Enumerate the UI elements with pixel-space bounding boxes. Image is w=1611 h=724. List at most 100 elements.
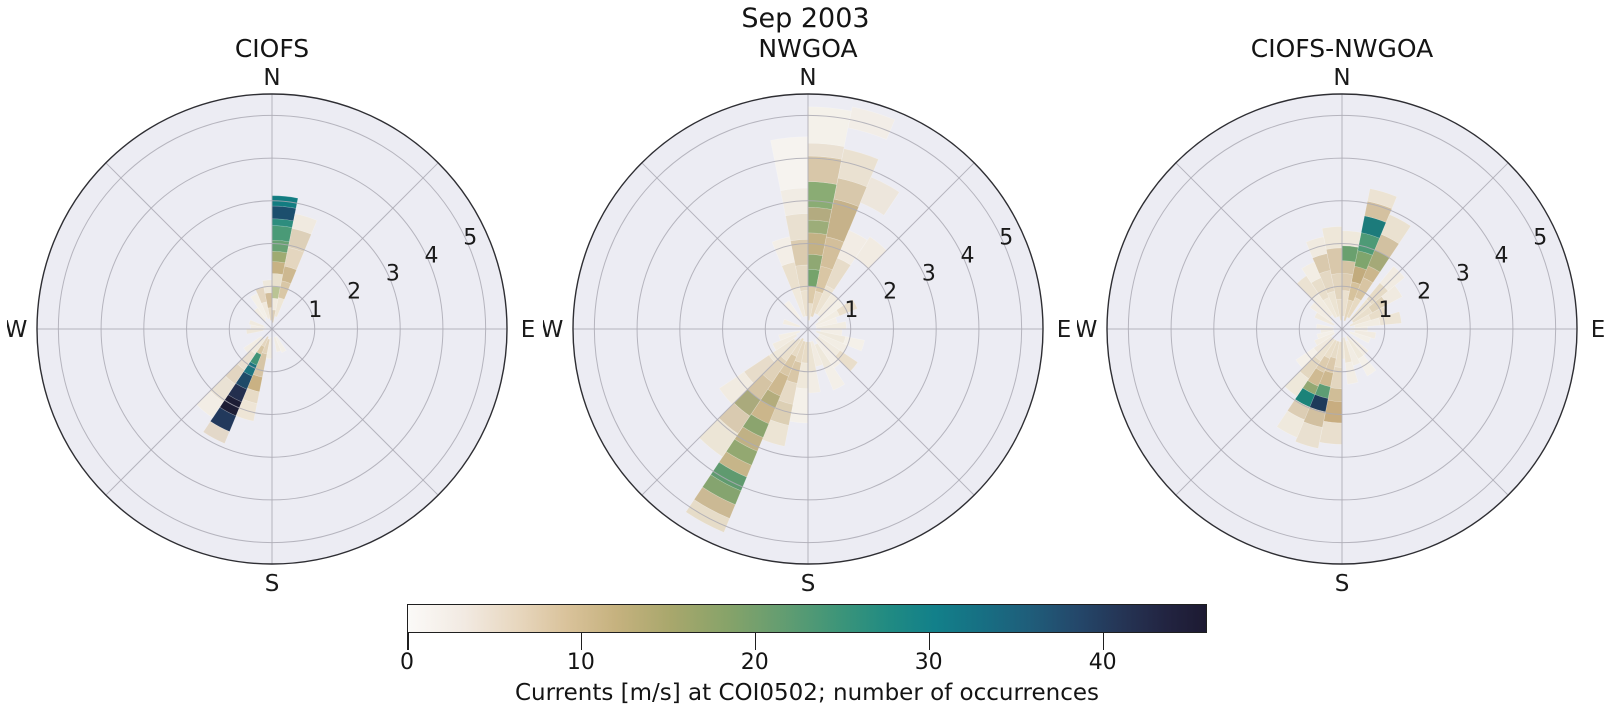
rose-petal-segment xyxy=(271,225,293,243)
colorbar-gradient xyxy=(407,604,1207,633)
rose-petal-segment xyxy=(1316,330,1335,340)
rose-petal-segment xyxy=(1310,277,1330,301)
rose-petal-segment xyxy=(779,353,797,377)
radial-tick-label: 4 xyxy=(1495,244,1509,269)
colorbar-tick-label: 30 xyxy=(914,650,943,675)
rose-petal-segment xyxy=(807,219,830,236)
rose-petal-segment xyxy=(1315,355,1331,373)
north-label: N xyxy=(263,65,280,91)
rose-petal-segment xyxy=(795,362,809,390)
rose-petal-segment xyxy=(1380,214,1412,245)
colorbar-tick-mark xyxy=(1102,632,1105,650)
angular-gridline xyxy=(271,162,439,330)
rose-petal-segment xyxy=(1322,297,1338,319)
rose-petal-segment xyxy=(291,213,318,235)
radial-tick-label: 3 xyxy=(386,262,400,287)
polar-outline xyxy=(572,93,1044,565)
rose-petal-segment xyxy=(1295,347,1319,369)
rose-petal-segment xyxy=(271,250,288,264)
rose-petal-segment xyxy=(778,330,801,341)
east-label: E xyxy=(521,317,536,343)
rose-petal-segment xyxy=(247,373,263,393)
rose-petal-segment xyxy=(271,195,299,209)
rose-petal-segment xyxy=(725,438,758,466)
rose-petal-segment xyxy=(235,371,253,390)
figure-title: Sep 2003 xyxy=(741,3,870,34)
colorbar-tick-label: 20 xyxy=(740,650,769,675)
radial-tick-label: 5 xyxy=(1533,226,1547,251)
rose-petal-segment xyxy=(1312,253,1331,275)
rose-petal-segment xyxy=(833,177,868,208)
rose-petal-segment xyxy=(273,336,282,353)
rose-petal-segment xyxy=(837,229,868,266)
rose-petal-segment xyxy=(693,486,736,519)
rose-petal-segment xyxy=(718,451,753,478)
rose-petal-segment xyxy=(1362,265,1381,284)
colorbar-tick-mark xyxy=(754,632,757,650)
colorbar-tick-label: 10 xyxy=(566,650,595,675)
angular-gridline xyxy=(271,328,439,496)
south-label: S xyxy=(265,571,280,597)
rose-petal-segment xyxy=(1294,387,1316,408)
rose-petal-segment xyxy=(1323,399,1343,424)
radial-tick-label: 1 xyxy=(1378,298,1392,323)
north-label: N xyxy=(1333,65,1350,91)
rose-petal-segment xyxy=(1327,387,1343,402)
subplot-title-ciofs: CIOFS xyxy=(234,34,310,63)
rose-petal-segment xyxy=(281,265,297,285)
radial-tick-label: 3 xyxy=(922,262,936,287)
west-label: W xyxy=(543,317,563,343)
rose-petal-segment xyxy=(271,261,286,275)
radial-tick-label: 1 xyxy=(844,298,858,323)
rose-petal-segment xyxy=(1349,331,1371,344)
east-label: E xyxy=(1591,317,1606,343)
rose-petal-segment xyxy=(1341,230,1362,248)
angular-gridline xyxy=(641,328,809,496)
rose-petal-segment xyxy=(277,280,292,300)
rose-petal-segment xyxy=(1367,306,1388,321)
rose-petal-segment xyxy=(807,206,833,223)
south-label: S xyxy=(801,571,816,597)
rose-petal-segment xyxy=(807,155,843,185)
rose-petal-segment xyxy=(718,371,755,405)
radial-tick-label: 1 xyxy=(308,298,322,323)
rose-petal-segment xyxy=(1353,329,1377,340)
west-label: W xyxy=(7,317,27,343)
rose-petal-segment xyxy=(261,338,271,355)
rose-petal-segment xyxy=(1313,311,1336,327)
rose-petal-segment xyxy=(807,253,823,271)
radial-tick-label: 5 xyxy=(999,226,1013,251)
east-label: E xyxy=(1057,317,1072,343)
polar-outline xyxy=(36,93,508,565)
colorbar-tick-mark xyxy=(407,632,409,650)
angular-gridline xyxy=(1341,162,1509,330)
rose-petal-segment xyxy=(1329,366,1343,390)
rose-petal-segment xyxy=(1344,361,1359,385)
rose-petal-segment xyxy=(1330,340,1340,359)
rose-petal-segment xyxy=(1367,188,1398,210)
subplot-title-nwgoa: NWGOA xyxy=(758,34,858,63)
rose-petal-segment xyxy=(1345,335,1365,360)
angular-gridline xyxy=(807,162,975,330)
angular-gridline xyxy=(1175,162,1343,330)
colorbar-tick-label: 0 xyxy=(400,650,414,675)
rose-petal-segment xyxy=(810,340,824,368)
rose-petal-segment xyxy=(771,236,795,267)
rose-petal-segment xyxy=(242,387,260,404)
rose-petal-segment xyxy=(248,319,265,328)
radial-tick-label: 4 xyxy=(961,244,975,269)
rose-petal-segment xyxy=(814,285,835,316)
rose-petal-segment xyxy=(702,474,742,506)
rose-petal-segment xyxy=(1319,420,1343,445)
rose-petal-segment xyxy=(782,318,801,328)
rose-petal-segment xyxy=(807,142,845,160)
colorbar-label: Currents [m/s] at COI0502; number of occ… xyxy=(514,680,1100,706)
radial-tick-label: 2 xyxy=(1417,280,1431,305)
rose-petal-segment xyxy=(1326,290,1340,318)
angular-gridline xyxy=(105,328,273,496)
rose-petal-segment xyxy=(1341,260,1356,275)
radial-tick-label: 4 xyxy=(425,244,439,269)
rose-petal-segment xyxy=(710,461,748,492)
